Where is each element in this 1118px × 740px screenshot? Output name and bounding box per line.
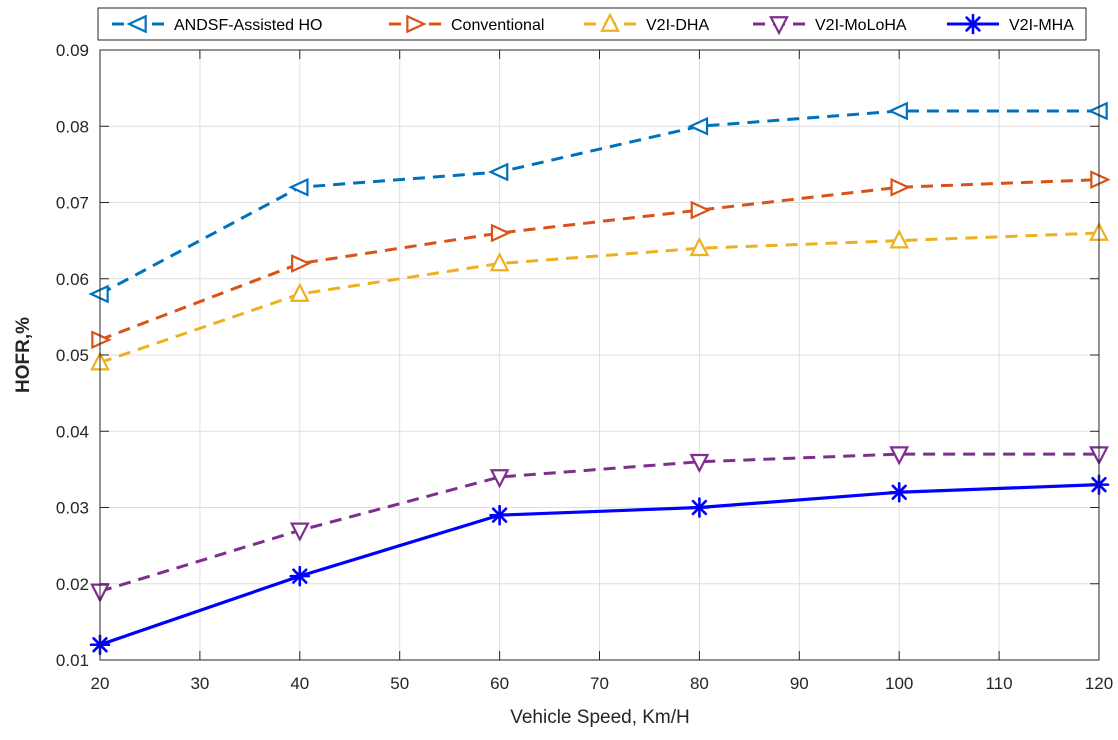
- x-tick-label: 80: [690, 674, 709, 693]
- data-point: [489, 252, 510, 272]
- data-point: [487, 162, 509, 182]
- series-line: [99, 231, 1100, 365]
- y-tick-label: 0.08: [56, 117, 89, 136]
- asterisk-stroke: [292, 568, 308, 584]
- data-point: [689, 497, 710, 518]
- x-axis-label: Vehicle Speed, Km/H: [510, 707, 690, 728]
- legend-marker: [126, 14, 147, 34]
- x-tick-label: 20: [91, 674, 110, 693]
- y-tick-label: 0.07: [56, 194, 89, 213]
- data-point: [687, 116, 709, 136]
- series-line: [99, 109, 1099, 296]
- series-1: [91, 170, 1111, 350]
- legend-marker: [406, 14, 427, 34]
- asterisk-stroke: [965, 16, 981, 32]
- y-tick-label: 0.03: [56, 499, 89, 518]
- legend-label: V2I-MHA: [1009, 17, 1074, 34]
- series-line: [99, 483, 1100, 647]
- series-line: [99, 178, 1100, 342]
- asterisk-stroke: [891, 484, 907, 500]
- data-point: [890, 177, 911, 197]
- data-point: [288, 177, 309, 197]
- series-line: [99, 452, 1099, 593]
- y-tick-label: 0.04: [56, 422, 89, 441]
- data-point: [88, 284, 109, 304]
- data-point: [888, 481, 910, 503]
- tick-labels: 20 30 40 50 60 70 80 90 100 110 120 0.01 0.02 0.03 0.0…: [56, 41, 1113, 693]
- legend-marker: [962, 13, 984, 35]
- data-point: [489, 504, 510, 526]
- ticks: [99, 49, 1100, 661]
- series-2: [90, 221, 1109, 371]
- x-tick-label: 50: [390, 674, 409, 693]
- x-tick-label: 40: [290, 674, 309, 693]
- series-layer: [88, 101, 1111, 656]
- data-point: [289, 282, 310, 302]
- x-tick-label: 120: [1085, 674, 1113, 693]
- y-axis-label: HOFR,%: [13, 317, 34, 393]
- data-point: [91, 330, 112, 350]
- y-tick-label: 0.02: [56, 575, 89, 594]
- data-point: [689, 453, 710, 474]
- x-tick-label: 110: [986, 674, 1013, 693]
- legend: ANDSF-Assisted HO Conventional V2I-DHA V2I-…: [97, 7, 1087, 41]
- legend-entry-3: V2I-MoLoHA: [753, 16, 907, 36]
- legend-entry-4: V2I-MHA: [947, 13, 1074, 35]
- asterisk-stroke: [691, 499, 708, 516]
- legend-marker: [600, 12, 620, 32]
- x-tick-label: 90: [790, 674, 809, 693]
- x-tick-label: 30: [190, 674, 209, 693]
- x-tick-label: 70: [590, 674, 609, 693]
- legend-marker: [769, 16, 789, 36]
- legend-label: ANDSF-Assisted HO: [174, 17, 322, 34]
- series-0: [88, 101, 1108, 304]
- x-tick-label: 100: [885, 674, 913, 693]
- data-point: [1090, 170, 1111, 189]
- data-point: [690, 200, 712, 220]
- legend-label: Conventional: [451, 17, 544, 34]
- asterisk-stroke: [491, 507, 508, 523]
- data-point: [489, 469, 510, 489]
- legend-entry-0: ANDSF-Assisted HO: [112, 14, 322, 34]
- data-point: [291, 254, 312, 273]
- data-point: [689, 236, 710, 257]
- y-tick-label: 0.01: [56, 651, 89, 670]
- data-point: [889, 229, 910, 249]
- y-tick-label: 0.09: [56, 41, 89, 60]
- data-point: [889, 446, 910, 466]
- data-point: [289, 522, 310, 542]
- data-point: [1087, 101, 1108, 121]
- x-tick-label: 60: [490, 674, 509, 693]
- data-point: [289, 565, 311, 587]
- data-point: [887, 101, 908, 121]
- legend-entry-2: V2I-DHA: [584, 12, 709, 34]
- legend-entry-1: Conventional: [389, 14, 544, 34]
- y-tick-label: 0.05: [56, 346, 89, 365]
- y-tick-label: 0.06: [56, 270, 89, 289]
- legend-label: V2I-DHA: [646, 17, 709, 34]
- legend-label: V2I-MoLoHA: [815, 17, 907, 34]
- data-point: [490, 223, 512, 243]
